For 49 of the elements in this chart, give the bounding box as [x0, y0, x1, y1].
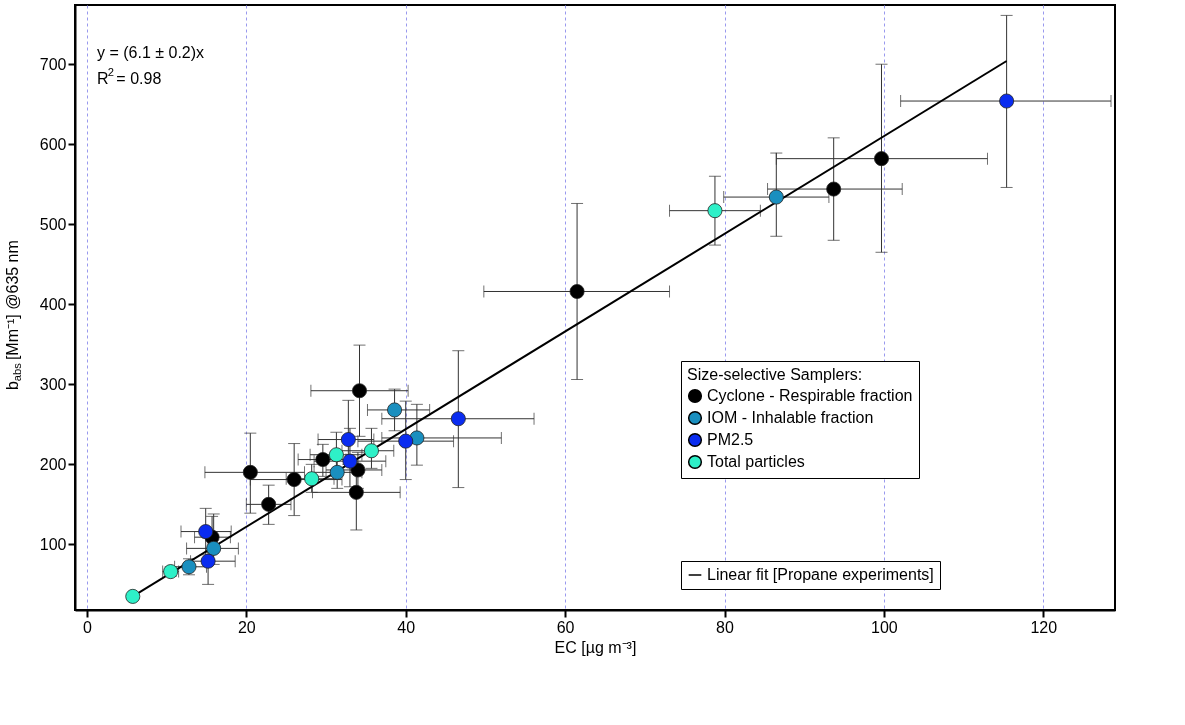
point	[198, 524, 214, 540]
point	[450, 411, 466, 427]
point	[826, 181, 842, 197]
x-tick-label: 20	[237, 618, 256, 636]
y-tick-label: 100	[39, 535, 67, 553]
annotation: y = (6.1 ± 0.2)x	[97, 44, 205, 61]
point	[350, 462, 366, 478]
x-axis-title: EC [µg m⁻³]	[554, 638, 637, 656]
point	[999, 93, 1015, 109]
point	[398, 433, 414, 449]
y-tick-label: 200	[39, 455, 67, 473]
point	[286, 472, 302, 488]
point	[328, 447, 344, 463]
point	[200, 553, 216, 569]
point	[340, 432, 356, 447]
legend-label: Linear fit [Propane experiments]	[707, 566, 934, 583]
x-tick-label: 60	[556, 618, 575, 636]
point	[348, 484, 364, 500]
y-tick-label: 500	[39, 215, 67, 233]
point	[352, 383, 367, 399]
point	[315, 452, 331, 468]
y-tick-label: 400	[39, 295, 67, 313]
x-tick-label: 40	[397, 618, 416, 636]
point	[363, 443, 379, 459]
legend-label: IOM - Inhalable fraction	[707, 409, 874, 426]
point	[125, 588, 141, 604]
legend-label: PM2.5	[707, 431, 754, 448]
y-tick-label: 300	[39, 375, 67, 393]
legend-label: Total particles	[707, 453, 805, 470]
y-tick-label: 700	[39, 55, 67, 73]
point	[409, 430, 425, 446]
point	[874, 151, 889, 167]
point	[707, 203, 723, 219]
point	[329, 464, 345, 480]
x-tick-label: 100	[871, 618, 898, 636]
legend-title: Size-selective Samplers:	[687, 366, 863, 383]
x-tick-label: 80	[716, 618, 734, 636]
point	[261, 496, 277, 512]
x-tick-label: 120	[1030, 618, 1058, 636]
point	[387, 402, 403, 418]
point	[569, 284, 585, 299]
point	[304, 471, 320, 487]
point	[242, 464, 258, 480]
y-tick-label: 600	[39, 135, 67, 153]
point	[342, 453, 358, 469]
x-tick-label: 0	[83, 618, 92, 636]
point	[206, 540, 222, 556]
legend-label: Cyclone - Respirable fraction	[707, 387, 913, 404]
point	[768, 189, 784, 205]
